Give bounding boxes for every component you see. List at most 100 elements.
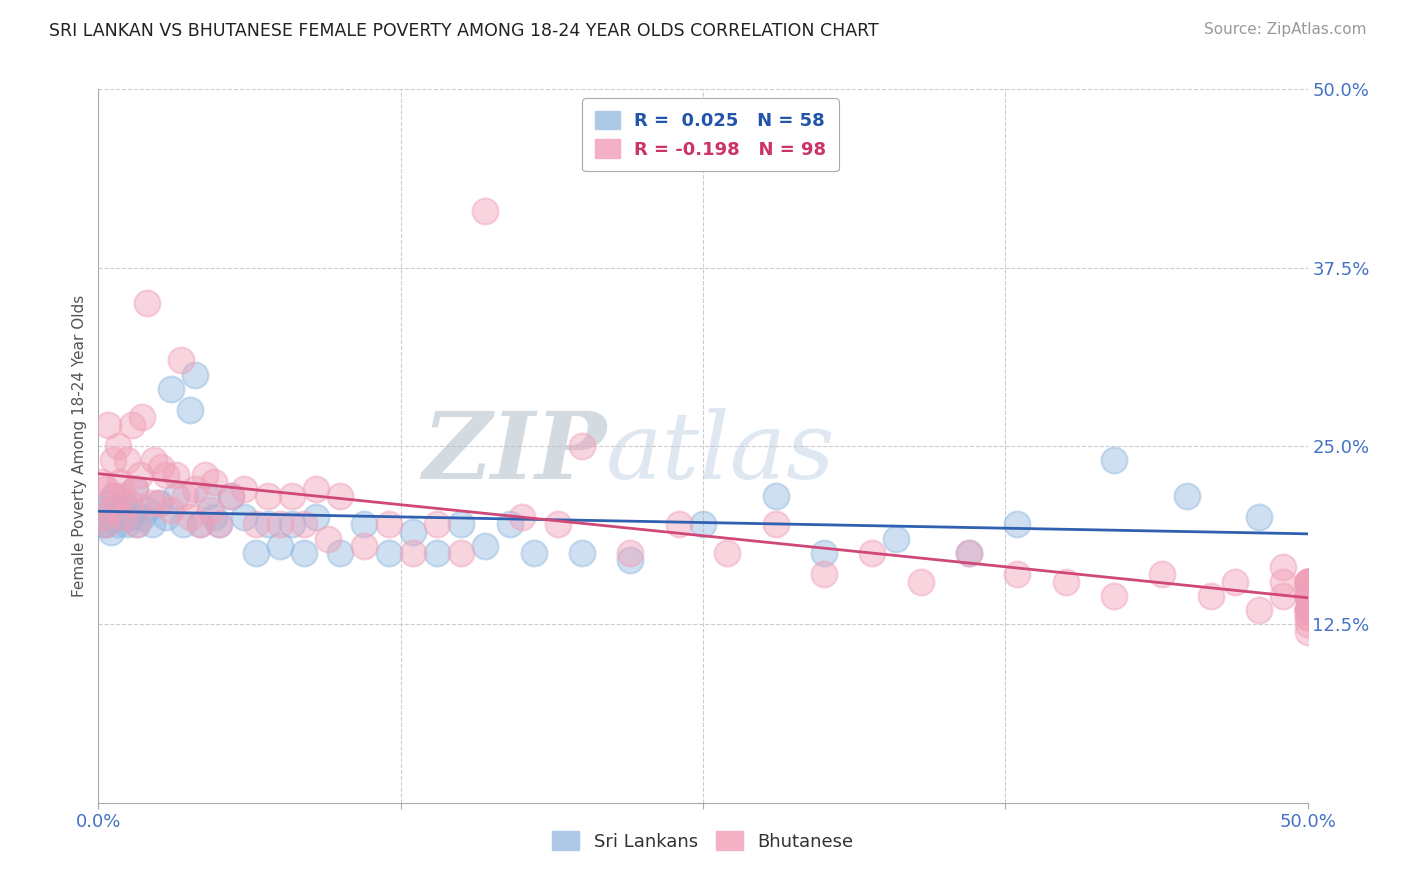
Point (269, 539, 291, 553)
Point (131, 510, 153, 524)
Point (1296, 603, 1319, 617)
Text: ZIP: ZIP (422, 409, 606, 498)
Point (91, 510, 114, 524)
Point (160, 382, 183, 396)
Point (104, 510, 127, 524)
Point (172, 517, 194, 532)
Point (498, 517, 520, 532)
Point (813, 546, 835, 560)
Point (111, 496, 134, 510)
Point (90, 510, 112, 524)
Point (1296, 589, 1319, 603)
Point (1296, 603, 1319, 617)
Point (1296, 603, 1319, 617)
Point (474, 539, 496, 553)
Point (1296, 603, 1319, 617)
Point (101, 489, 124, 503)
Point (221, 489, 243, 503)
Point (1296, 589, 1319, 603)
Point (104, 489, 127, 503)
Point (195, 489, 218, 503)
Point (148, 496, 170, 510)
Point (1296, 574, 1319, 589)
Point (402, 546, 425, 560)
Point (1152, 567, 1174, 582)
Point (1296, 610, 1319, 624)
Point (100, 524, 122, 539)
Point (141, 517, 163, 532)
Point (127, 517, 149, 532)
Point (329, 546, 352, 560)
Point (450, 546, 472, 560)
Point (957, 546, 980, 560)
Point (813, 567, 835, 582)
Point (117, 517, 139, 532)
Point (188, 517, 211, 532)
Point (245, 546, 267, 560)
Point (97, 417, 120, 432)
Point (305, 482, 328, 496)
Point (716, 546, 738, 560)
Point (198, 503, 221, 517)
Point (1223, 574, 1246, 589)
Point (1296, 589, 1319, 603)
Point (571, 546, 593, 560)
Point (143, 453, 166, 467)
Point (1199, 589, 1222, 603)
Point (188, 517, 211, 532)
Point (135, 503, 157, 517)
Point (1102, 453, 1125, 467)
Point (141, 496, 163, 510)
Point (765, 489, 787, 503)
Point (377, 546, 399, 560)
Point (107, 517, 129, 532)
Point (232, 510, 254, 524)
Point (1296, 574, 1319, 589)
Point (117, 453, 139, 467)
Point (510, 510, 533, 524)
Point (1296, 574, 1319, 589)
Point (108, 475, 131, 489)
Point (292, 546, 315, 560)
Point (1296, 603, 1319, 617)
Point (957, 546, 980, 560)
Point (619, 553, 641, 567)
Point (208, 517, 231, 532)
Point (1249, 603, 1271, 617)
Point (910, 574, 932, 589)
Point (232, 482, 254, 496)
Point (148, 496, 170, 510)
Point (155, 510, 177, 524)
Point (124, 482, 146, 496)
Point (121, 417, 143, 432)
Point (169, 353, 191, 368)
Point (886, 532, 908, 546)
Point (474, 203, 496, 218)
Legend: Sri Lankans, Bhutanese: Sri Lankans, Bhutanese (546, 824, 860, 858)
Point (571, 439, 593, 453)
Point (165, 467, 187, 482)
Point (1296, 589, 1319, 603)
Point (124, 482, 146, 496)
Point (121, 503, 143, 517)
Point (91, 517, 114, 532)
Point (256, 489, 278, 503)
Point (1272, 589, 1295, 603)
Point (111, 510, 134, 524)
Point (1007, 517, 1029, 532)
Point (108, 503, 131, 517)
Point (204, 475, 226, 489)
Text: SRI LANKAN VS BHUTANESE FEMALE POVERTY AMONG 18-24 YEAR OLDS CORRELATION CHART: SRI LANKAN VS BHUTANESE FEMALE POVERTY A… (49, 22, 879, 40)
Point (305, 510, 328, 524)
Point (547, 517, 569, 532)
Point (692, 517, 714, 532)
Point (100, 503, 122, 517)
Point (1272, 560, 1295, 574)
Point (316, 532, 339, 546)
Point (179, 403, 201, 417)
Point (426, 517, 449, 532)
Point (765, 517, 787, 532)
Point (94, 517, 117, 532)
Point (1175, 489, 1198, 503)
Point (194, 467, 217, 482)
